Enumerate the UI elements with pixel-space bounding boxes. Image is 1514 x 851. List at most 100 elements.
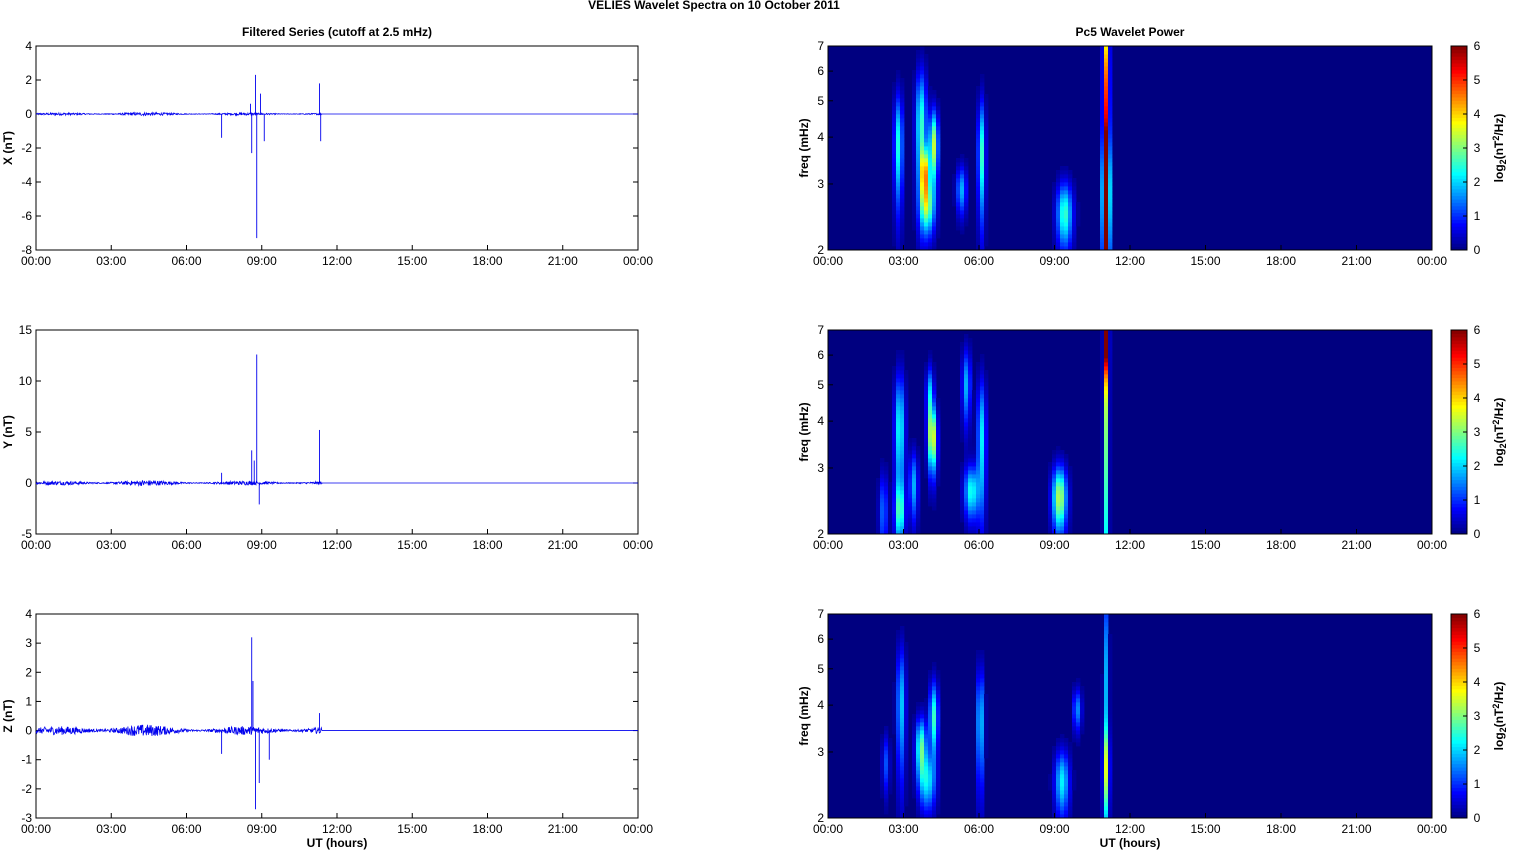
heatmap-cell	[896, 74, 901, 79]
heatmap-cell	[964, 366, 969, 371]
heatmap-cell	[908, 506, 913, 511]
heatmap-cell	[1108, 394, 1113, 399]
heatmap-cell	[916, 522, 921, 527]
heatmap-cell	[984, 146, 989, 151]
colorbar-tick-label: 4	[1474, 391, 1481, 405]
heatmap-cell	[936, 402, 941, 407]
heatmap-cell	[1100, 358, 1105, 363]
heatmap-cell	[1060, 218, 1065, 223]
heatmap-cell	[984, 166, 989, 171]
x-axis-label-left: UT (hours)	[307, 836, 368, 850]
heatmap-cell	[1108, 190, 1113, 195]
heatmap-cell	[1108, 58, 1113, 63]
colorbar-swatch	[1451, 421, 1467, 426]
heatmap-cell	[1108, 514, 1113, 519]
heatmap-cell	[1068, 790, 1073, 795]
heatmap-cell	[932, 802, 937, 807]
heatmap-cell	[1068, 174, 1073, 179]
heatmap-cell	[900, 742, 905, 747]
heatmap-cell	[984, 446, 989, 451]
heatmap-cell	[1068, 506, 1073, 511]
heatmap-cell	[1108, 510, 1113, 515]
heatmap-cell	[976, 426, 981, 431]
colorbar-swatch	[1451, 614, 1467, 618]
heatmap-cell	[1108, 358, 1113, 363]
heatmap-cell	[896, 782, 901, 787]
heatmap-cell	[928, 146, 933, 151]
heatmap-cell	[900, 502, 905, 507]
heatmap-cell	[916, 794, 921, 799]
heatmap-cell	[984, 370, 989, 375]
heatmap-cell	[980, 654, 985, 659]
heatmap-cell	[980, 474, 985, 479]
heatmap-cell	[1064, 202, 1069, 207]
heatmap-cell	[892, 414, 897, 419]
heatmap-cell	[924, 706, 929, 711]
heatmap-cell	[968, 486, 973, 491]
heatmap-cell	[888, 526, 893, 531]
heatmap-cell	[1060, 470, 1065, 475]
heatmap-cell	[976, 234, 981, 239]
heatmap-cell	[960, 470, 965, 475]
heatmap-cell	[1064, 242, 1069, 247]
heatmap-cell	[1068, 170, 1073, 175]
heatmap-cell	[920, 246, 925, 251]
heatmap-cell	[976, 118, 981, 123]
heatmap-cell	[912, 482, 917, 487]
x-tick-label: 03:00	[888, 538, 918, 552]
heatmap-cell	[920, 142, 925, 147]
heatmap-cell	[936, 774, 941, 779]
heatmap-cell	[896, 422, 901, 427]
heatmap-cell	[1064, 514, 1069, 519]
heatmap-cell	[912, 102, 917, 107]
colorbar-swatch	[1451, 391, 1467, 396]
heatmap-cell	[928, 130, 933, 135]
heatmap-cell	[984, 170, 989, 175]
heatmap-cell	[916, 158, 921, 163]
heatmap-cell	[972, 390, 977, 395]
heatmap-cell	[972, 530, 977, 535]
heatmap-cell	[912, 206, 917, 211]
heatmap-cell	[1072, 706, 1077, 711]
heatmap-cell	[936, 202, 941, 207]
heatmap-cell	[896, 138, 901, 143]
heatmap-cell	[1100, 354, 1105, 359]
heatmap-cell	[928, 110, 933, 115]
heatmap-cell	[912, 478, 917, 483]
heatmap-cell	[924, 742, 929, 747]
heatmap-cell	[980, 202, 985, 207]
heatmap-cell	[1100, 522, 1105, 527]
heatmap-cell	[936, 794, 941, 799]
heatmap-cell	[980, 146, 985, 151]
heatmap-cell	[900, 154, 905, 159]
colorbar-swatch	[1451, 513, 1467, 518]
heatmap-cell	[892, 506, 897, 511]
heatmap-cell	[900, 518, 905, 523]
heatmap-cell	[1100, 726, 1105, 731]
heatmap-cell	[900, 530, 905, 535]
heatmap-cell	[1100, 462, 1105, 467]
heatmap-cell	[876, 482, 881, 487]
heatmap-cell	[1068, 778, 1073, 783]
colorbar-swatch	[1451, 188, 1467, 193]
heatmap-cell	[932, 794, 937, 799]
heatmap-cell	[968, 446, 973, 451]
heatmap-cell	[1100, 66, 1105, 71]
heatmap-cell	[1056, 478, 1061, 483]
heatmap-cell	[1056, 810, 1061, 815]
heatmap-cell	[900, 238, 905, 243]
heatmap-cell	[976, 726, 981, 731]
colorbar-tick-label: 1	[1474, 777, 1481, 791]
heatmap-cell	[900, 642, 905, 647]
heatmap-cell	[984, 738, 989, 743]
heatmap-cell	[924, 98, 929, 103]
heatmap-cell	[900, 734, 905, 739]
heatmap-cell	[900, 630, 905, 635]
heatmap-cell	[896, 666, 901, 671]
heatmap-cell	[1064, 198, 1069, 203]
heatmap-cell	[972, 522, 977, 527]
heatmap-cell	[972, 506, 977, 511]
x-tick-label: 06:00	[171, 254, 201, 268]
heatmap-cell	[924, 70, 929, 75]
heatmap-cell	[924, 370, 929, 375]
